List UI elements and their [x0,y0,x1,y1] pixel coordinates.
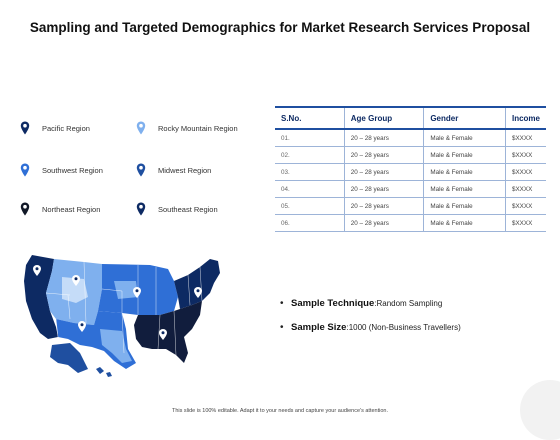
page-title: Sampling and Targeted Demographics for M… [29,20,531,35]
cell-income: $XXXX [504,180,546,198]
legend-label: Pacific Region [42,123,90,133]
bullet-value: 1000 (Non-Business Travellers) [348,323,461,332]
bullet-sample-technique: • Sample Technique: Random Sampling [280,298,461,309]
cell-sno: 05. [275,197,345,215]
table-header-row: S.No. Age Group Gender Income [275,106,546,130]
bullet-sample-size: • Sample Size: 1000 (Non-Business Travel… [280,322,461,333]
cell-sno: 06. [275,214,345,232]
header-age-group: Age Group [343,106,424,130]
map-region-southeast [134,301,202,363]
us-region-map [24,255,220,377]
demographics-table: S.No. Age Group Gender Income 01. 20 – 2… [275,106,546,232]
cell-age-group: 20 – 28 years [343,129,424,147]
map-region-pacific [24,255,58,339]
cell-age-group: 20 – 28 years [343,180,424,198]
cell-sno: 03. [275,163,345,181]
map-marker-northeast [194,287,202,298]
map-region-southwest-light [100,329,132,363]
cell-gender: Male & Female [423,129,506,147]
legend-northeast: Northeast Region [20,200,100,218]
cell-age-group: 20 – 28 years [343,146,424,164]
legend-rocky-mountain: Rocky Mountain Region [136,119,238,137]
cell-gender: Male & Female [423,163,506,181]
table-row: 04. 20 – 28 years Male & Female $XXXX [275,180,546,198]
legend-pacific: Pacific Region [20,119,90,137]
cell-income: $XXXX [504,214,546,232]
map-pin-icon [20,121,30,135]
cell-sno: 01. [275,129,345,147]
legend-label: Northeast Region [42,204,101,214]
legend-southeast: Southeast Region [136,200,218,218]
map-marker-pacific [33,265,41,276]
map-region-northeast [174,259,220,309]
cell-sno: 04. [275,180,345,198]
bullet-label: Sample Size [291,322,347,333]
header-income: Income [504,106,546,130]
cell-age-group: 20 – 28 years [343,163,424,181]
cell-age-group: 20 – 28 years [343,197,424,215]
corner-decoration [520,380,560,440]
legend-label: Southwest Region [42,165,103,175]
map-marker-southwest [78,321,86,332]
cell-income: $XXXX [504,197,546,215]
map-pin-icon [136,202,146,216]
map-region-alaska [50,343,88,373]
sampling-details: • Sample Technique: Random Sampling • Sa… [280,298,461,346]
header-sno: S.No. [275,106,345,130]
table-row: 02. 20 – 28 years Male & Female $XXXX [275,146,546,164]
bullet-label: Sample Technique [291,298,375,309]
legend-midwest: Midwest Region [136,161,211,179]
cell-income: $XXXX [504,163,546,181]
cell-gender: Male & Female [423,180,506,198]
bullet-dot-icon: • [280,298,284,309]
legend-southwest: Southwest Region [20,161,103,179]
map-marker-southeast [159,329,167,340]
table-row: 06. 20 – 28 years Male & Female $XXXX [275,214,546,232]
map-marker-rocky [72,275,80,286]
map-marker-midwest [133,287,141,298]
header-gender: Gender [423,106,506,130]
legend-label: Midwest Region [158,165,212,175]
bullet-dot-icon: • [280,322,284,333]
bullet-value: Random Sampling [376,299,443,308]
legend-label: Southeast Region [158,204,218,214]
cell-sno: 02. [275,146,345,164]
cell-age-group: 20 – 28 years [343,214,424,232]
table-row: 05. 20 – 28 years Male & Female $XXXX [275,197,546,215]
cell-gender: Male & Female [423,146,506,164]
table-row: 03. 20 – 28 years Male & Female $XXXX [275,163,546,181]
table-row: 01. 20 – 28 years Male & Female $XXXX [275,129,546,147]
footer-note: This slide is 100% editable. Adapt it to… [172,408,388,414]
cell-income: $XXXX [504,129,546,147]
cell-income: $XXXX [504,146,546,164]
legend-label: Rocky Mountain Region [158,123,238,133]
cell-gender: Male & Female [423,214,506,232]
map-region-midwest-light [114,281,138,299]
map-pin-icon [136,163,146,177]
map-region-rocky-pale [62,277,88,303]
bullet-separator: : [346,323,349,332]
bullet-separator: : [374,299,377,308]
map-pin-icon [136,121,146,135]
map-pin-icon [20,163,30,177]
map-pin-icon [20,202,30,216]
map-region-hawaii [96,367,112,377]
cell-gender: Male & Female [423,197,506,215]
